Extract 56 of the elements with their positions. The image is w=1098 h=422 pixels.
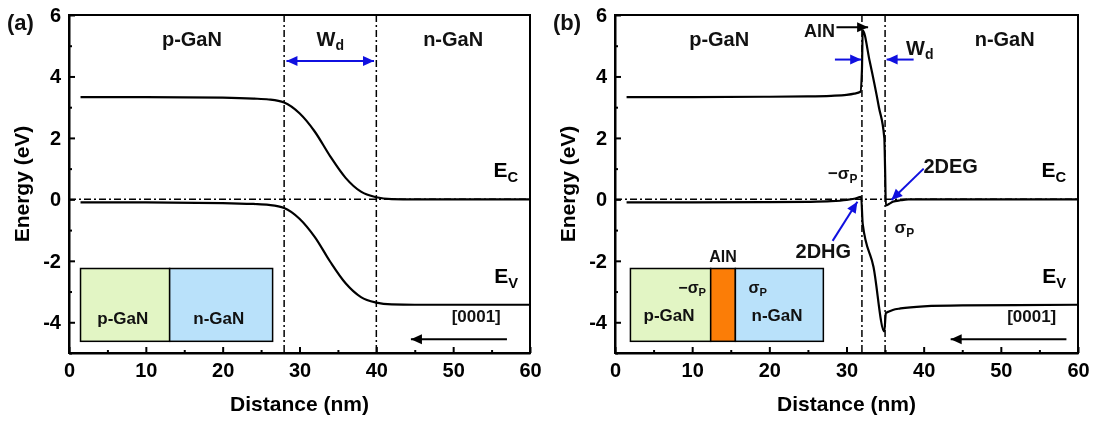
series-label: E$_{V}$	[494, 263, 519, 291]
x-tick-label: 50	[442, 359, 465, 382]
y-tick-label: 6	[49, 3, 61, 26]
annotation: W$_{d}$	[316, 27, 344, 53]
annotation: [0001]	[1007, 307, 1057, 327]
x-tick-label: 20	[758, 359, 781, 382]
annotation: p-GaN	[689, 27, 750, 50]
annotation: n-GaN	[974, 27, 1035, 50]
y-tick-label: 2	[595, 126, 607, 149]
y-axis-title: Energy (eV)	[556, 125, 579, 243]
y-tick-label: -4	[43, 311, 62, 334]
y-tick-label: -2	[43, 249, 61, 272]
x-tick-label: 30	[835, 359, 859, 382]
x-tick-label: 20	[212, 359, 235, 382]
x-tick-label: 60	[1067, 359, 1090, 382]
y-tick-label: -2	[589, 249, 607, 272]
annotation: AlN	[803, 20, 835, 41]
annotation: AlN	[709, 248, 737, 266]
x-axis-title: Distance (nm)	[777, 392, 916, 415]
x-axis-title: Distance (nm)	[230, 392, 369, 415]
annotation: p-GaN	[161, 27, 222, 50]
x-tick-label: 50	[990, 359, 1013, 382]
x-tick-label: 60	[519, 359, 542, 382]
annotation: −σ$_{P}$	[678, 279, 707, 299]
annotation: σ$_{P}$	[894, 218, 915, 240]
annotation: n-GaN	[423, 27, 484, 50]
annotation: σ$_{P}$	[748, 279, 768, 299]
y-tick-label: 0	[49, 188, 61, 211]
y-tick-label: 4	[49, 65, 62, 88]
x-tick-label: 40	[913, 359, 936, 382]
annotation: 2DEG	[923, 155, 978, 178]
y-axis-title: Energy (eV)	[10, 125, 33, 243]
annotation: n-GaN	[193, 308, 245, 328]
text: (a)	[7, 10, 34, 36]
series-label: E$_{C}$	[1041, 158, 1067, 185]
series-label: E$_{C}$	[493, 158, 519, 185]
x-tick-label: 10	[135, 359, 158, 382]
series-label: E$_{V}$	[1042, 263, 1067, 291]
annotation: W$_{d}$	[906, 36, 934, 63]
y-tick-label: 4	[595, 65, 608, 88]
y-tick-label: 2	[49, 126, 61, 149]
annotation: n-GaN	[751, 305, 803, 325]
x-tick-label: 0	[609, 359, 622, 382]
y-tick-label: -4	[589, 311, 608, 334]
x-tick-label: 0	[63, 359, 76, 382]
annotation: p-GaN	[643, 305, 695, 325]
annotation: 2DHG	[795, 239, 852, 262]
annotation: [0001]	[451, 307, 501, 327]
text: (b)	[553, 10, 582, 36]
y-tick-label: 0	[595, 188, 607, 211]
y-tick-label: 6	[595, 3, 607, 26]
x-tick-label: 40	[365, 359, 388, 382]
x-tick-label: 30	[288, 359, 312, 382]
annotation: −σ$_{P}$	[827, 164, 858, 186]
annotation: p-GaN	[97, 308, 149, 328]
x-tick-label: 10	[681, 359, 704, 382]
